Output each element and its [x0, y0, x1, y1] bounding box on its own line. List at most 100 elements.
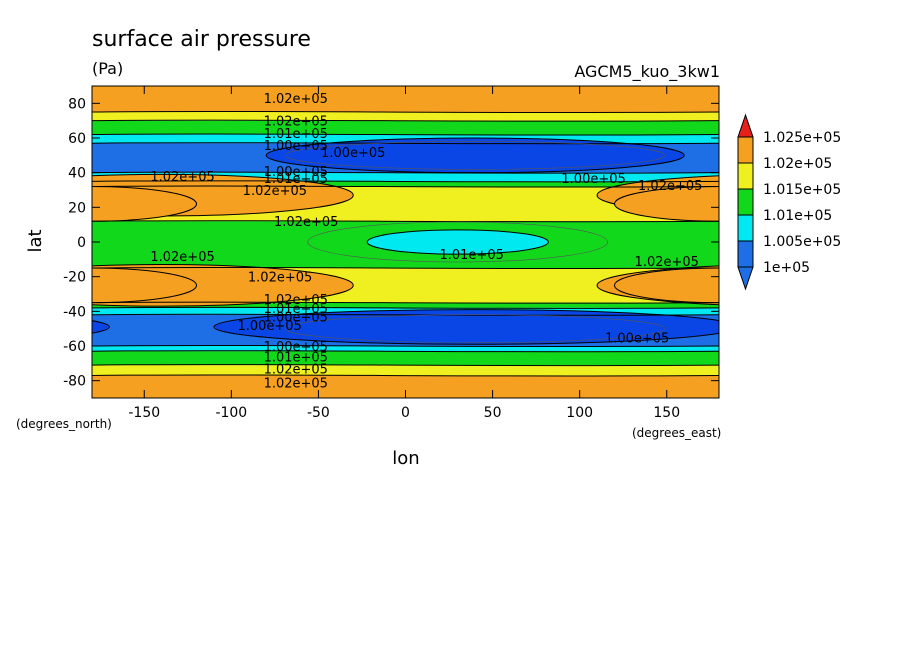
contour-label-4: 1.00e+05: [321, 146, 385, 161]
contour-label-14: 1.02e+05: [635, 255, 699, 270]
contour-line-15: [92, 363, 719, 367]
contour-band-2: [92, 120, 719, 135]
colorbar-box: [737, 188, 754, 216]
x-tick-label: -150: [128, 405, 160, 421]
contour-band-1: [92, 112, 719, 121]
contour-label-7: 1.01e+05: [264, 172, 328, 187]
colorbar-bottom-arrow: [737, 266, 754, 291]
contour-label-2: 1.01e+05: [264, 127, 328, 142]
y-tick-label: -60: [63, 339, 86, 355]
contour-blob-3: [614, 267, 719, 304]
y-tick-label: 80: [68, 96, 86, 112]
chart-title: surface air pressure: [92, 27, 311, 52]
contour-line-6: [92, 180, 719, 183]
contour-line-12: [92, 313, 719, 316]
colorbar-label: 1.025e+05: [763, 130, 841, 146]
x-tick-label: 50: [484, 405, 502, 421]
colorbar-label: 1.015e+05: [763, 182, 841, 198]
contour-labels: 1.02e+051.02e+051.01e+051.00e+051.00e+05…: [150, 92, 702, 391]
contour-line-11: [92, 306, 719, 309]
y-tick-label: -80: [63, 374, 86, 390]
x-tick-label: -100: [215, 405, 247, 421]
contour-band-14: [92, 351, 719, 366]
contour-fill: [92, 86, 719, 398]
contour-blob-1: [614, 186, 719, 222]
contour-label-13: 1.01e+05: [439, 248, 503, 263]
x-tick-label: 150: [653, 405, 680, 421]
x-units-label: (degrees_east): [632, 426, 721, 440]
colorbar-label: 1e+05: [763, 260, 810, 276]
contour-label-18: 1.00e+05: [264, 311, 328, 326]
contour-label-22: 1.01e+05: [264, 350, 328, 365]
contour-label-21: 1.00e+05: [264, 340, 328, 355]
contour-line-8: [92, 220, 719, 223]
y-units-label: (degrees_north): [16, 417, 112, 431]
contour-label-6: 1.00e+05: [264, 165, 328, 180]
inner-contour-2: [284, 314, 666, 343]
contour-line-7: [92, 185, 719, 188]
y-tick-label: 40: [68, 166, 86, 182]
x-axis-ticks: -150 -100 -50 0 50 100 150: [128, 86, 680, 421]
contour-label-0: 1.02e+05: [264, 92, 328, 107]
y-axis-label: lat: [25, 229, 46, 252]
colorbar-box: [737, 136, 754, 164]
contour-label-15: 1.02e+05: [248, 271, 312, 286]
y-tick-label: 60: [68, 131, 86, 147]
contour-label-3: 1.00e+05: [264, 139, 328, 154]
colorbar-box: [737, 240, 754, 268]
contour-blob-wrap-3: [92, 267, 197, 304]
contour-band-6: [92, 181, 719, 187]
contour-label-1: 1.02e+05: [264, 115, 328, 130]
colorbar-label: 1.02e+05: [763, 156, 832, 172]
contour-band-16: [92, 375, 719, 398]
contour-label-17: 1.01e+05: [264, 302, 328, 317]
y-tick-label: 0: [77, 235, 86, 251]
colorbar: 1.025e+05 1.02e+05 1.015e+05 1.01e+05 1.005e…: [737, 113, 841, 291]
inner-contour-0: [307, 221, 609, 263]
inner-contour-1: [284, 141, 666, 170]
contour-line-2: [92, 119, 719, 122]
contour-band-13: [92, 346, 719, 352]
contour-line-10: [92, 301, 719, 304]
contour-label-24: 1.02e+05: [264, 376, 328, 391]
colorbar-label: 1.01e+05: [763, 208, 832, 224]
dataset-name: AGCM5_kuo_3kw1: [574, 62, 720, 82]
colorbar-box: [737, 214, 754, 242]
contour-band-5: [92, 172, 719, 182]
x-tick-label: -50: [307, 405, 330, 421]
contour-line-16: [92, 374, 719, 377]
y-tick-label: -20: [63, 270, 86, 286]
colorbar-top-arrow: [737, 113, 754, 138]
colorbar-label: 1.005e+05: [763, 234, 841, 250]
y-tick-label: -40: [63, 304, 86, 320]
y-tick-label: 20: [68, 200, 86, 216]
contour-blob-wrap-5: [92, 320, 110, 334]
contour-label-11: 1.02e+05: [274, 215, 338, 230]
contour-line-3: [92, 133, 719, 136]
colorbar-box: [737, 162, 754, 190]
y-axis-ticks: 80 60 40 20 0 -20 -40 -60 -80: [63, 96, 719, 390]
contour-label-8: 1.02e+05: [243, 184, 307, 199]
contour-blob-6: [366, 229, 549, 255]
contour-blob-5: [213, 309, 719, 345]
x-tick-label: 100: [566, 405, 593, 421]
contour-label-20: 1.00e+05: [605, 331, 669, 346]
contour-label-10: 1.02e+05: [638, 179, 702, 194]
x-axis-label: lon: [392, 448, 419, 469]
contour-line-1: [92, 110, 719, 114]
contour-label-12: 1.02e+05: [150, 250, 214, 265]
contour-line-5: [92, 171, 719, 174]
contour-band-15: [92, 365, 719, 376]
chart-units: (Pa): [92, 59, 123, 78]
contour-line-14: [92, 350, 719, 353]
contour-label-9: 1.00e+05: [561, 172, 625, 187]
contour-label-16: 1.02e+05: [264, 293, 328, 308]
contour-blob-wrap-1: [92, 186, 197, 222]
x-tick-label: 0: [401, 405, 410, 421]
contour-label-23: 1.02e+05: [264, 363, 328, 378]
contour-label-19: 1.00e+05: [237, 319, 301, 334]
contour-line-13: [92, 344, 719, 348]
contour-label-5: 1.02e+05: [150, 170, 214, 185]
contour-line-9: [92, 266, 719, 270]
